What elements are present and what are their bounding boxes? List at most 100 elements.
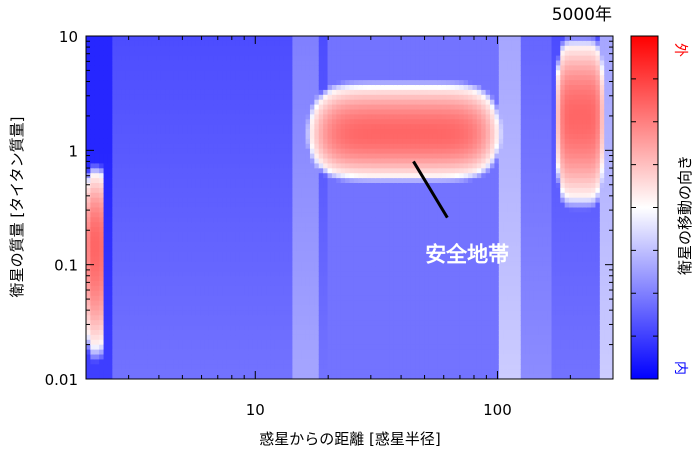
heatmap-cell <box>147 354 153 360</box>
heatmap-cell <box>178 163 184 169</box>
heatmap-cell <box>279 256 285 262</box>
heatmap-cell <box>336 285 342 292</box>
heatmap-cell <box>309 75 315 81</box>
heatmap-cell <box>266 50 272 57</box>
heatmap-cell <box>125 163 131 169</box>
heatmap-cell <box>248 70 254 76</box>
heatmap-cell <box>358 212 364 218</box>
heatmap-cell <box>261 168 267 174</box>
heatmap-cell <box>204 85 210 91</box>
heatmap-cell <box>318 197 324 204</box>
heatmap-cell <box>296 80 302 86</box>
heatmap-cell <box>248 197 254 204</box>
heatmap-cell <box>156 266 162 272</box>
heatmap-cell <box>107 134 113 140</box>
heatmap-cell <box>178 134 184 140</box>
heatmap-cell <box>230 153 236 160</box>
heatmap-cell <box>318 295 324 302</box>
heatmap-cell <box>222 251 228 258</box>
heatmap-cell <box>178 339 184 346</box>
heatmap-cell <box>274 119 280 125</box>
heatmap-cell <box>257 55 263 62</box>
heatmap-cell <box>208 94 214 101</box>
heatmap-cell <box>99 315 105 321</box>
heatmap-cell <box>279 197 285 204</box>
heatmap-cell <box>288 310 294 316</box>
heatmap-cell <box>384 217 390 223</box>
heatmap-cell <box>143 325 149 331</box>
heatmap-cell <box>393 40 399 47</box>
heatmap-cell <box>129 241 135 248</box>
heatmap-cell <box>244 207 250 213</box>
heatmap-cell <box>349 256 355 262</box>
heatmap-cell <box>261 222 267 228</box>
heatmap-cell <box>173 325 179 331</box>
heatmap-cell <box>244 104 250 111</box>
heatmap-cell <box>397 124 403 130</box>
heatmap-cells <box>86 36 613 379</box>
heatmap-cell <box>217 187 223 194</box>
heatmap-cell <box>86 143 91 150</box>
heatmap-cell <box>121 65 127 71</box>
heatmap-cell <box>151 60 157 66</box>
heatmap-cell <box>90 281 96 287</box>
heatmap-cell <box>103 158 109 164</box>
heatmap-cell <box>222 349 228 356</box>
heatmap-cell <box>327 168 333 174</box>
heatmap-cell <box>283 197 289 204</box>
heatmap-cell <box>380 320 386 326</box>
heatmap-cell <box>200 153 206 160</box>
heatmap-cell <box>336 158 342 164</box>
heatmap-cell <box>226 227 232 233</box>
heatmap-cell <box>182 153 188 160</box>
heatmap-cell <box>125 256 131 262</box>
heatmap-cell <box>257 45 263 52</box>
heatmap-cell <box>384 281 390 287</box>
heatmap-cell <box>309 295 315 302</box>
heatmap-cell <box>331 315 337 321</box>
heatmap-cell <box>94 75 100 81</box>
heatmap-cell <box>134 36 140 42</box>
heatmap-cell <box>160 173 166 179</box>
heatmap-cell <box>371 246 377 253</box>
heatmap-cell <box>305 354 311 360</box>
heatmap-cell <box>340 310 346 316</box>
heatmap-cell <box>353 276 359 282</box>
heatmap-cell <box>353 85 359 91</box>
heatmap-cell <box>191 65 197 71</box>
heatmap-cell <box>160 119 166 125</box>
heatmap-cell <box>358 168 364 174</box>
heatmap-cell <box>208 241 214 248</box>
heatmap-cell <box>248 114 254 120</box>
heatmap-cell <box>248 89 254 96</box>
heatmap-cell <box>274 99 280 106</box>
heatmap-cell <box>138 114 144 120</box>
heatmap-cell <box>318 354 324 360</box>
heatmap-cell <box>314 114 320 120</box>
heatmap-cell <box>230 178 236 184</box>
heatmap-cell <box>125 330 131 336</box>
heatmap-cell <box>99 330 105 336</box>
heatmap-cell <box>248 163 254 169</box>
heatmap-cell <box>327 207 333 213</box>
heatmap-cell <box>156 124 162 130</box>
heatmap-cell <box>116 339 122 346</box>
heatmap-cell <box>147 50 153 57</box>
heatmap-cell <box>331 45 337 52</box>
heatmap-cell <box>134 109 140 115</box>
heatmap-cell <box>296 325 302 331</box>
heatmap-cell <box>358 192 364 199</box>
heatmap-cell <box>358 104 364 111</box>
heatmap-cell <box>274 344 280 351</box>
heatmap-cell <box>107 119 113 125</box>
heatmap-cell <box>248 320 254 326</box>
heatmap-cell <box>375 310 381 316</box>
heatmap-cell <box>296 60 302 66</box>
heatmap-cell <box>318 187 324 194</box>
heatmap-cell <box>270 290 276 297</box>
heatmap-cell <box>375 285 381 292</box>
heatmap-cell <box>165 290 171 297</box>
heatmap-cell <box>178 202 184 209</box>
heatmap-cell <box>208 207 214 213</box>
heatmap-cell <box>270 246 276 253</box>
